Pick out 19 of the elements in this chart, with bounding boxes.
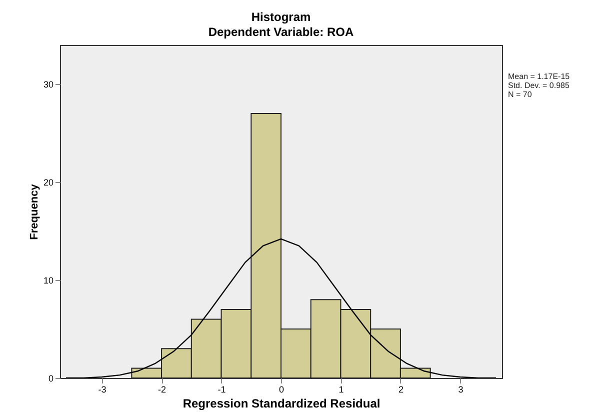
x-tick-label: -2	[158, 384, 166, 394]
y-tick-label: 30	[43, 80, 54, 90]
x-tick-label: 1	[338, 384, 344, 394]
x-tick-label: 2	[398, 384, 404, 394]
y-tick-label: 10	[43, 276, 54, 286]
y-tick-label: 0	[48, 374, 54, 384]
x-axis-title: Regression Standardized Residual	[182, 396, 380, 410]
x-tick-label: 0	[278, 384, 284, 394]
x-tick-label: -3	[98, 384, 106, 394]
text: Std. Dev. = 0.985	[508, 81, 570, 90]
y-tick-label: 20	[43, 178, 54, 188]
x-tick-label: 3	[458, 384, 464, 394]
chart-title: Histogram	[251, 10, 311, 24]
chart-subtitle: Dependent Variable: ROA	[208, 25, 354, 39]
text: Mean = 1.17E-15	[508, 72, 570, 81]
line-series	[65, 238, 497, 378]
text: N = 70	[508, 90, 533, 99]
x-tick-label: -1	[218, 384, 226, 394]
y-axis-title: Frequency	[28, 183, 40, 240]
